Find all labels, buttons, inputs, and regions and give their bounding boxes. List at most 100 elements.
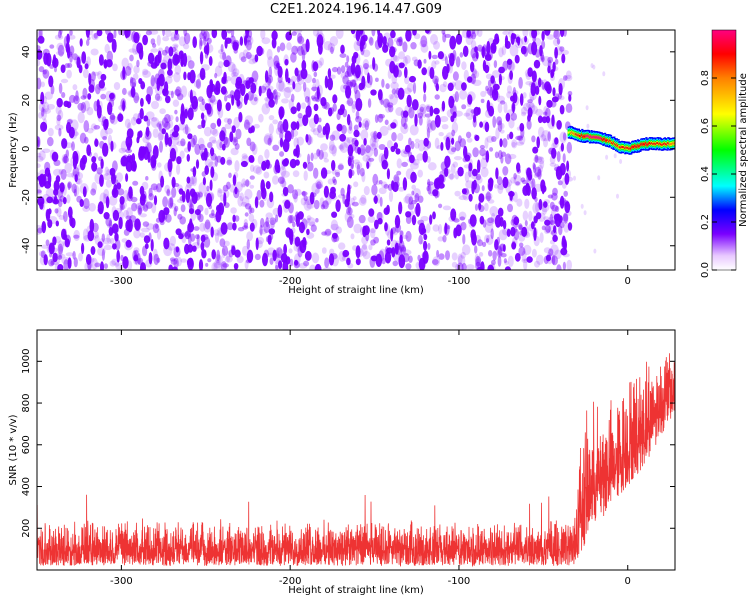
noise-cell <box>498 66 505 74</box>
noise-cell <box>155 217 161 223</box>
noise-cell <box>373 63 379 72</box>
noise-cell <box>546 99 553 108</box>
noise-cell <box>425 104 432 109</box>
noise-cell <box>315 179 324 190</box>
noise-cell <box>419 40 428 48</box>
noise-cell <box>72 250 76 260</box>
noise-cell <box>222 184 229 192</box>
noise-cell <box>484 64 490 74</box>
noise-cell <box>197 137 205 149</box>
noise-cell <box>398 62 405 69</box>
noise-cell <box>180 138 186 147</box>
noise-cell <box>40 121 48 132</box>
noise-cell <box>438 224 443 235</box>
noise-cell <box>223 192 227 207</box>
noise-cell <box>208 56 213 66</box>
noise-cell <box>533 154 539 163</box>
noise-cell <box>145 111 155 120</box>
noise-cell <box>188 233 192 246</box>
noise-cell <box>263 221 270 234</box>
noise-cell <box>386 204 390 215</box>
noise-cell <box>454 140 461 152</box>
noise-cell <box>450 105 457 116</box>
noise-cell <box>563 190 568 197</box>
noise-cell <box>277 204 283 218</box>
noise-cell <box>335 171 341 178</box>
spectrogram-ytick-label: 20 <box>21 94 32 107</box>
noise-cell <box>427 181 434 186</box>
noise-cell <box>195 78 202 89</box>
noise-cell <box>61 92 66 98</box>
noise-cell <box>223 59 230 68</box>
noise-cell <box>152 223 160 234</box>
noise-cell <box>512 92 518 104</box>
noise-cell <box>234 186 238 195</box>
noise-cell <box>545 107 551 119</box>
noise-cell <box>37 136 41 148</box>
noise-cell <box>363 63 369 70</box>
noise-cell <box>499 243 506 252</box>
noise-cell <box>463 187 470 196</box>
noise-cell <box>289 160 295 168</box>
noise-cell <box>480 217 484 225</box>
noise-cell <box>191 100 199 113</box>
noise-cell <box>168 154 177 162</box>
noise-cell <box>434 94 440 100</box>
noise-cell <box>194 234 200 240</box>
noise-cell <box>100 261 104 270</box>
noise-cell <box>240 183 246 188</box>
noise-cell <box>546 87 552 93</box>
noise-cell <box>524 35 528 43</box>
noise-cell <box>378 114 386 119</box>
noise-cell <box>439 83 447 93</box>
noise-cell <box>518 224 523 231</box>
noise-cell <box>175 228 182 236</box>
noise-cell <box>79 199 84 207</box>
noise-cell <box>426 105 431 113</box>
noise-cell <box>478 193 485 203</box>
noise-cell <box>84 136 89 144</box>
noise-cell <box>510 112 517 121</box>
noise-cell <box>95 84 101 95</box>
noise-cell <box>449 35 457 50</box>
noise-cell <box>365 79 373 89</box>
noise-cell <box>448 95 455 109</box>
noise-cell <box>353 181 359 188</box>
noise-cell <box>417 59 422 69</box>
noise-cell <box>523 258 528 270</box>
noise-cell <box>330 74 336 79</box>
noise-cell <box>154 93 161 101</box>
noise-cell <box>220 86 227 95</box>
noise-cell <box>321 151 329 160</box>
noise-cell <box>275 247 280 259</box>
noise-cell <box>151 163 157 171</box>
noise-cell <box>300 197 307 206</box>
noise-cell <box>430 34 438 45</box>
noise-cell <box>111 38 117 53</box>
noise-cell <box>90 123 97 131</box>
noise-cell <box>459 138 467 148</box>
noise-cell <box>246 39 252 51</box>
noise-cell <box>198 259 204 270</box>
noise-cell <box>190 137 196 148</box>
noise-cell <box>37 189 42 194</box>
noise-cell <box>340 65 346 73</box>
noise-cell <box>515 135 522 141</box>
noise-cell <box>378 144 386 150</box>
noise-cell <box>204 189 211 202</box>
noise-cell <box>282 119 289 133</box>
noise-cell <box>396 158 402 169</box>
noise-cell <box>371 30 376 37</box>
noise-cell <box>387 102 394 108</box>
noise-cell <box>203 192 209 197</box>
noise-cell <box>473 114 477 123</box>
noise-cell <box>290 129 299 137</box>
noise-cell <box>552 61 556 72</box>
noise-cell <box>391 88 397 95</box>
noise-cell <box>298 221 305 234</box>
noise-cell <box>182 52 188 67</box>
noise-cell <box>214 65 223 77</box>
noise-cell <box>133 92 140 104</box>
noise-cell <box>113 82 121 90</box>
noise-cell <box>413 194 419 203</box>
